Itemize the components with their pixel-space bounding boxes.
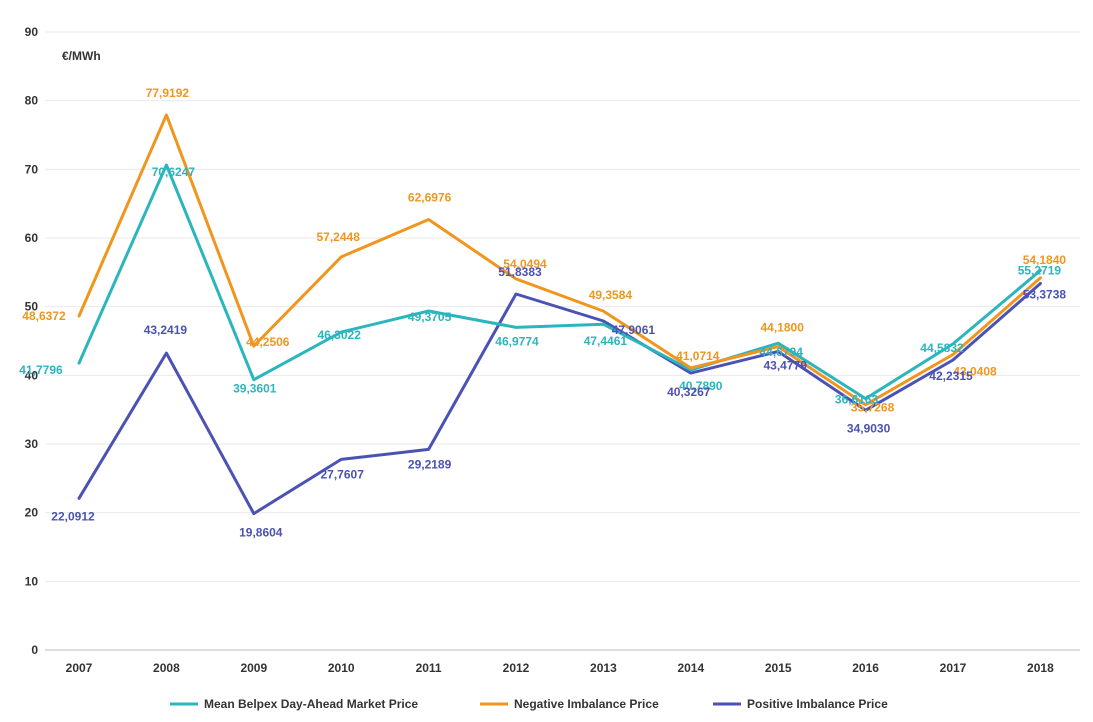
data-label: 54,1840: [1023, 253, 1067, 267]
y-tick-label: 80: [25, 94, 39, 108]
x-tick-label: 2011: [416, 661, 442, 675]
x-tick-label: 2017: [940, 661, 967, 675]
y-tick-label: 60: [25, 231, 39, 245]
data-label: 40,3267: [667, 385, 711, 399]
legend-item: Negative Imbalance Price: [480, 697, 659, 711]
legend-label: Mean Belpex Day-Ahead Market Price: [204, 697, 418, 711]
data-label: 46,3022: [318, 328, 362, 342]
data-label: 49,3705: [408, 310, 452, 324]
x-tick-label: 2018: [1027, 661, 1054, 675]
legend-item: Mean Belpex Day-Ahead Market Price: [170, 697, 418, 711]
data-labels: 41,7796 70,6247 39,3601 46,3022 49,3705 46,97…: [19, 86, 1066, 540]
data-label: 22,0912: [51, 509, 95, 523]
legend-label: Positive Imbalance Price: [747, 697, 888, 711]
data-label: 27,7607: [321, 467, 365, 481]
data-label: 35,7268: [851, 401, 895, 415]
series-lines: [79, 115, 1040, 514]
x-tick-label: 2010: [328, 661, 355, 675]
data-label: 29,2189: [408, 457, 452, 471]
y-tick-label: 0: [31, 643, 38, 657]
data-label: 57,2448: [317, 230, 361, 244]
data-label: 41,7796: [19, 363, 63, 377]
data-label: 62,6976: [408, 190, 452, 204]
x-tick-label: 2013: [590, 661, 617, 675]
x-tick-label: 2009: [240, 661, 267, 675]
x-axis: 2007 2008 2009 2010 2011 2012 2013 2014 2015 2016…: [66, 661, 1054, 675]
x-tick-label: 2014: [677, 661, 704, 675]
x-tick-label: 2015: [765, 661, 792, 675]
legend-item: Positive Imbalance Price: [713, 697, 888, 711]
data-label: 51,8383: [498, 265, 542, 279]
y-tick-label: 90: [25, 25, 39, 39]
y-axis-unit-label: €/MWh: [62, 49, 101, 63]
x-tick-label: 2008: [153, 661, 180, 675]
data-label: 42,2315: [929, 369, 973, 383]
series-line: [79, 284, 1040, 514]
data-label: 44,2506: [246, 335, 290, 349]
data-label: 44,6794: [760, 345, 804, 359]
x-tick-label: 2007: [66, 661, 93, 675]
x-tick-label: 2012: [503, 661, 530, 675]
data-label: 49,3584: [589, 288, 633, 302]
legend: Mean Belpex Day-Ahead Market Price Negati…: [170, 697, 888, 711]
y-tick-label: 70: [25, 162, 39, 176]
series-line: [79, 165, 1040, 399]
y-tick-label: 10: [25, 574, 39, 588]
data-label: 53,3738: [1023, 287, 1067, 301]
data-label: 77,9192: [146, 86, 190, 100]
data-label: 48,6372: [22, 309, 66, 323]
data-label: 41,0714: [676, 349, 720, 363]
legend-label: Negative Imbalance Price: [514, 697, 659, 711]
data-label: 34,9030: [847, 421, 891, 435]
data-label: 47,9061: [612, 323, 656, 337]
y-tick-label: 30: [25, 437, 39, 451]
y-tick-label: 20: [25, 506, 39, 520]
data-label: 46,9774: [495, 334, 539, 348]
x-tick-label: 2016: [852, 661, 879, 675]
data-label: 70,6247: [152, 165, 196, 179]
series-line: [79, 115, 1040, 405]
data-label: 39,3601: [233, 382, 277, 396]
data-label: 44,1800: [761, 321, 805, 335]
data-label: 43,4779: [764, 358, 808, 372]
data-label: 43,2419: [144, 323, 188, 337]
data-label: 44,5832: [920, 341, 964, 355]
data-label: 19,8604: [239, 526, 283, 540]
